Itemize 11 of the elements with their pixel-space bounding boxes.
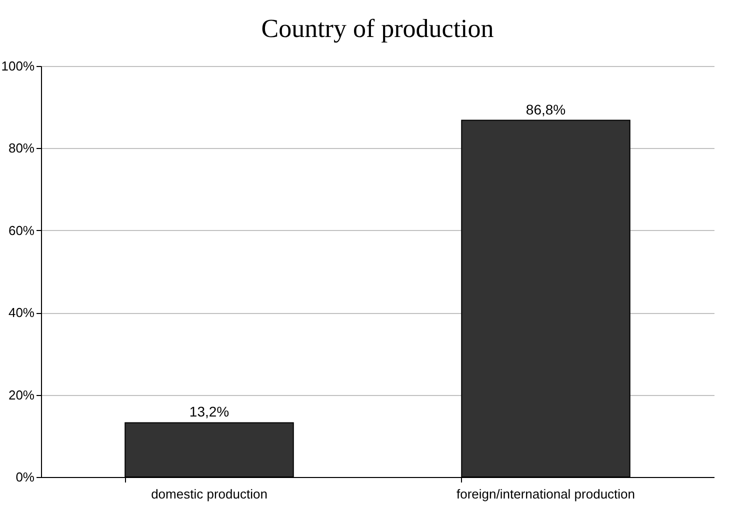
data-label: 13,2% bbox=[189, 404, 230, 420]
y-tick-label: 60% bbox=[8, 222, 35, 238]
chart-title: Country of production bbox=[261, 14, 494, 43]
y-tick-label: 80% bbox=[8, 140, 35, 156]
y-tick-label: 0% bbox=[16, 470, 35, 484]
y-tick-label: 20% bbox=[8, 387, 35, 402]
y-tick-label: 100% bbox=[1, 58, 35, 74]
data-label: 86,8% bbox=[526, 101, 566, 118]
y-tick-label: 40% bbox=[8, 305, 35, 320]
x-tick-label: foreign/international production bbox=[456, 486, 636, 502]
x-tick-label: domestic production bbox=[151, 486, 268, 502]
